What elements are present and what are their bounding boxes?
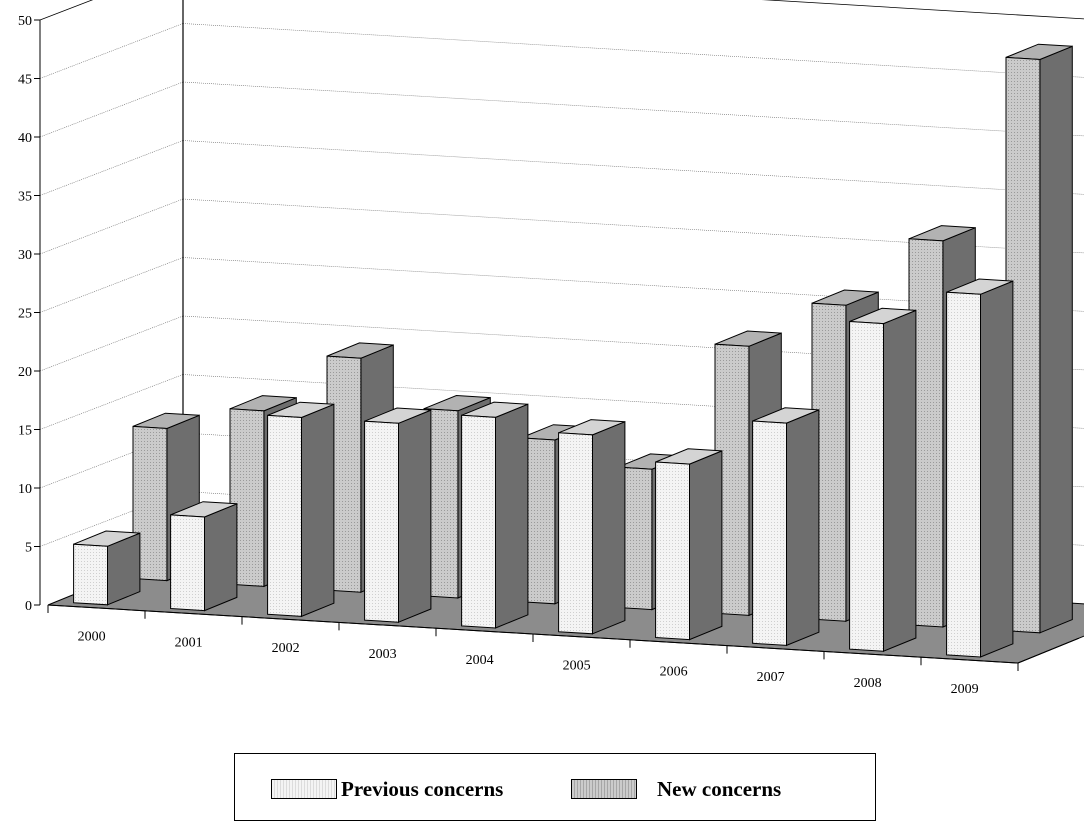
gridline-left (39, 81, 184, 138)
bar-previous-2003 (364, 407, 432, 623)
gridline-left (39, 374, 184, 430)
bar-new-2009 (1005, 43, 1073, 634)
gridline-left (39, 315, 184, 372)
x-tick-label: 2003 (369, 647, 397, 662)
y-tick-label: 15 (18, 424, 32, 439)
x-tick-label: 2008 (854, 676, 882, 691)
y-tick-label: 45 (18, 73, 32, 88)
bar-previous-2006 (655, 448, 723, 641)
x-tick-label: 2005 (563, 659, 591, 674)
legend-swatch-previous (271, 779, 337, 799)
bar-previous-2007 (752, 407, 820, 647)
legend: Previous concerns New concerns (234, 753, 876, 821)
bar-previous-2008-front (849, 320, 884, 652)
x-tick-label: 2006 (660, 664, 688, 679)
bar-previous-2004-side (495, 403, 529, 629)
gridline-left (39, 257, 184, 313)
series-previous-concerns (73, 278, 1014, 658)
gridline-back (182, 140, 1084, 195)
legend-item-new: New concerns (571, 777, 781, 801)
legend-swatch-new (571, 779, 637, 799)
bar-previous-2001 (170, 501, 238, 612)
bar-previous-2009 (946, 278, 1014, 658)
bar-previous-2000-front (73, 543, 108, 606)
x-tick-label: 2001 (175, 635, 203, 650)
legend-label-new: New concerns (657, 776, 782, 801)
y-tick-label: 35 (18, 190, 32, 205)
bar-previous-2002-front (267, 414, 302, 617)
y-tick-label: 50 (18, 14, 32, 29)
bar-new-2000-front (132, 425, 168, 582)
gridline-back (182, 81, 1084, 137)
bar-previous-2002 (267, 401, 335, 618)
bar-previous-2001-front (170, 514, 205, 612)
bar-new-2001-front (229, 408, 265, 587)
left-wall-top-edge (39, 0, 94, 21)
back-wall-top-edge (761, 0, 1084, 20)
depth-axis-line (1017, 637, 1079, 664)
gridline-back (182, 23, 1084, 78)
bar-previous-2004-front (461, 414, 496, 629)
y-tick-label: 0 (25, 599, 32, 614)
tick-labels: 0 5 10 15 20 25 30 35 40 45 50 2000 2001 2002 2003 2004… (18, 14, 979, 697)
x-tick-label: 2002 (272, 641, 300, 656)
gridline-left (39, 491, 184, 547)
bar-previous-2001-side (204, 503, 238, 612)
bar-previous-2005-front (558, 432, 593, 635)
bar-previous-2003-side (398, 409, 432, 623)
x-tick-label: 2007 (757, 670, 785, 685)
y-tick-label: 40 (18, 131, 32, 146)
bar-new-2009-side (1039, 45, 1073, 634)
legend-item-previous: Previous concerns (271, 777, 503, 801)
bar-previous-2007-side (786, 409, 820, 647)
y-tick-label: 10 (18, 482, 32, 497)
gridline-left (39, 140, 184, 196)
bar-previous-2005-side (592, 420, 626, 635)
y-tick-label: 30 (18, 248, 32, 263)
bar-previous-2006-front (655, 461, 690, 641)
bar-previous-2005 (558, 419, 626, 635)
bar-previous-2003-front (364, 420, 399, 623)
x-tick-label: 2004 (466, 653, 494, 668)
y-tick-label: 5 (25, 541, 32, 556)
legend-label-previous: Previous concerns (341, 776, 504, 801)
x-axis-line (47, 604, 1019, 664)
gridline-left (39, 198, 184, 255)
bar-previous-2008-side (883, 309, 917, 652)
bar-new-2009-front (1005, 56, 1041, 634)
bar-new-2006-front (714, 343, 750, 616)
x-tick-label: 2000 (78, 630, 106, 645)
y-tick-label: 20 (18, 365, 32, 380)
bar-previous-2009-side (980, 280, 1014, 658)
bar-previous-2009-front (946, 291, 981, 658)
bar-previous-2008 (849, 307, 917, 652)
bar-previous-2007-front (752, 420, 787, 646)
bar-previous-2006-side (689, 450, 723, 641)
gridline-left (39, 23, 184, 79)
bar-previous-2000 (73, 530, 141, 606)
gridline-left (39, 432, 184, 489)
bar-previous-2004 (461, 401, 529, 629)
y-tick-label: 25 (18, 307, 32, 322)
bar-previous-2002-side (301, 403, 335, 618)
bar-new-2007-front (811, 302, 847, 622)
x-tick-label: 2009 (951, 682, 979, 697)
